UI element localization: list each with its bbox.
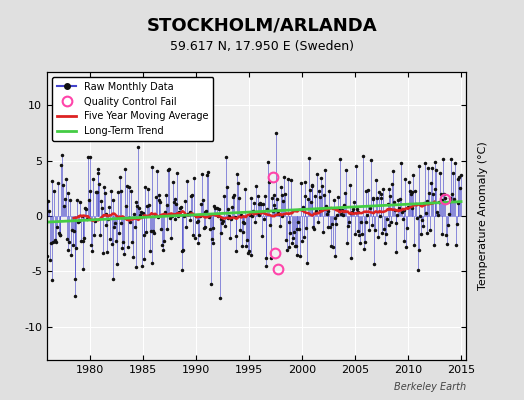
Text: 59.617 N, 17.950 E (Sweden): 59.617 N, 17.950 E (Sweden) — [170, 40, 354, 53]
Text: Berkeley Earth: Berkeley Earth — [394, 382, 466, 392]
Y-axis label: Temperature Anomaly (°C): Temperature Anomaly (°C) — [478, 142, 488, 290]
Text: STOCKHOLM/ARLANDA: STOCKHOLM/ARLANDA — [147, 16, 377, 34]
Legend: Raw Monthly Data, Quality Control Fail, Five Year Moving Average, Long-Term Tren: Raw Monthly Data, Quality Control Fail, … — [52, 77, 213, 141]
